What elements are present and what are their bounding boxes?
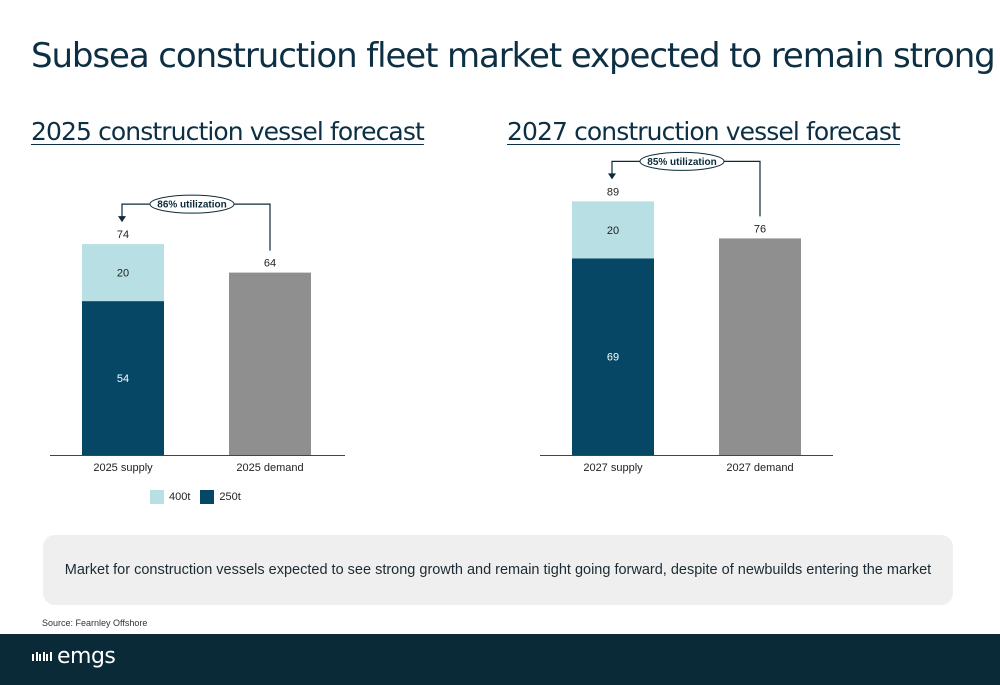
- utilization-pill-2025: [149, 194, 235, 214]
- utilization-arrow-icon-2025: [118, 216, 126, 223]
- total-label-2025-demand: 64: [264, 258, 276, 270]
- legend-item-250t: 250t: [200, 490, 241, 504]
- data-label-2025-400t: 20: [117, 268, 129, 280]
- bar-2025-supply-250t: [82, 301, 164, 455]
- bar-charts: 54 20 74 2025 supply 64 2025 demand 86% utiliz…: [50, 151, 833, 474]
- category-label-2025-supply: 2025 supply: [93, 462, 153, 474]
- bar-2027-supply-250t: [572, 258, 654, 455]
- legend-item-400t: 400t: [150, 490, 190, 504]
- utilization-arrow-icon-2027: [608, 173, 616, 180]
- chart-legend: 400t 250t: [150, 490, 251, 504]
- utilization-label-2027: 85% utilization: [647, 157, 716, 168]
- legend-swatch-250t: [200, 490, 215, 504]
- key-takeaway-box: Market for construction vessels expected…: [43, 535, 953, 605]
- slide-title: Subsea construction fleet market expecte…: [31, 36, 996, 76]
- category-label-2025-demand: 2025 demand: [236, 462, 303, 474]
- legend-label-400t: 400t: [169, 491, 191, 503]
- total-label-2027-demand: 76: [754, 223, 766, 235]
- legend-swatch-400t: [150, 490, 164, 504]
- legend-label-250t: 250t: [219, 491, 241, 503]
- key-takeaway-text: Market for construction vessels expected…: [64, 562, 932, 578]
- utilization-pill-2027: [639, 151, 725, 171]
- total-label-2027-supply: 89: [607, 186, 619, 198]
- bar-2027-supply-400t: [572, 201, 654, 259]
- data-label-2025-250t: 54: [117, 373, 129, 385]
- chart-2027-title: 2027 construction vessel forecast: [507, 117, 901, 146]
- emgs-logo-mark-icon: [32, 652, 53, 661]
- total-label-2025-supply: 74: [117, 229, 129, 241]
- bar-2027-demand-demand: [719, 238, 801, 455]
- utilization-label-2025: 86% utilization: [157, 200, 226, 211]
- data-label-2027-400t: 20: [607, 225, 619, 237]
- data-label-2027-250t: 69: [607, 352, 619, 364]
- bar-2025-demand-demand: [229, 272, 311, 455]
- footer-bar: emgs: [0, 634, 1000, 685]
- emgs-logo: emgs: [32, 644, 116, 669]
- bar-2025-supply-400t: [82, 244, 164, 302]
- source-note: Source: Fearnley Offshore: [42, 618, 148, 628]
- emgs-logo-text: emgs: [57, 644, 116, 669]
- chart-2025-title: 2025 construction vessel forecast: [31, 117, 425, 146]
- category-label-2027-demand: 2027 demand: [726, 462, 793, 474]
- category-label-2027-supply: 2027 supply: [583, 462, 643, 474]
